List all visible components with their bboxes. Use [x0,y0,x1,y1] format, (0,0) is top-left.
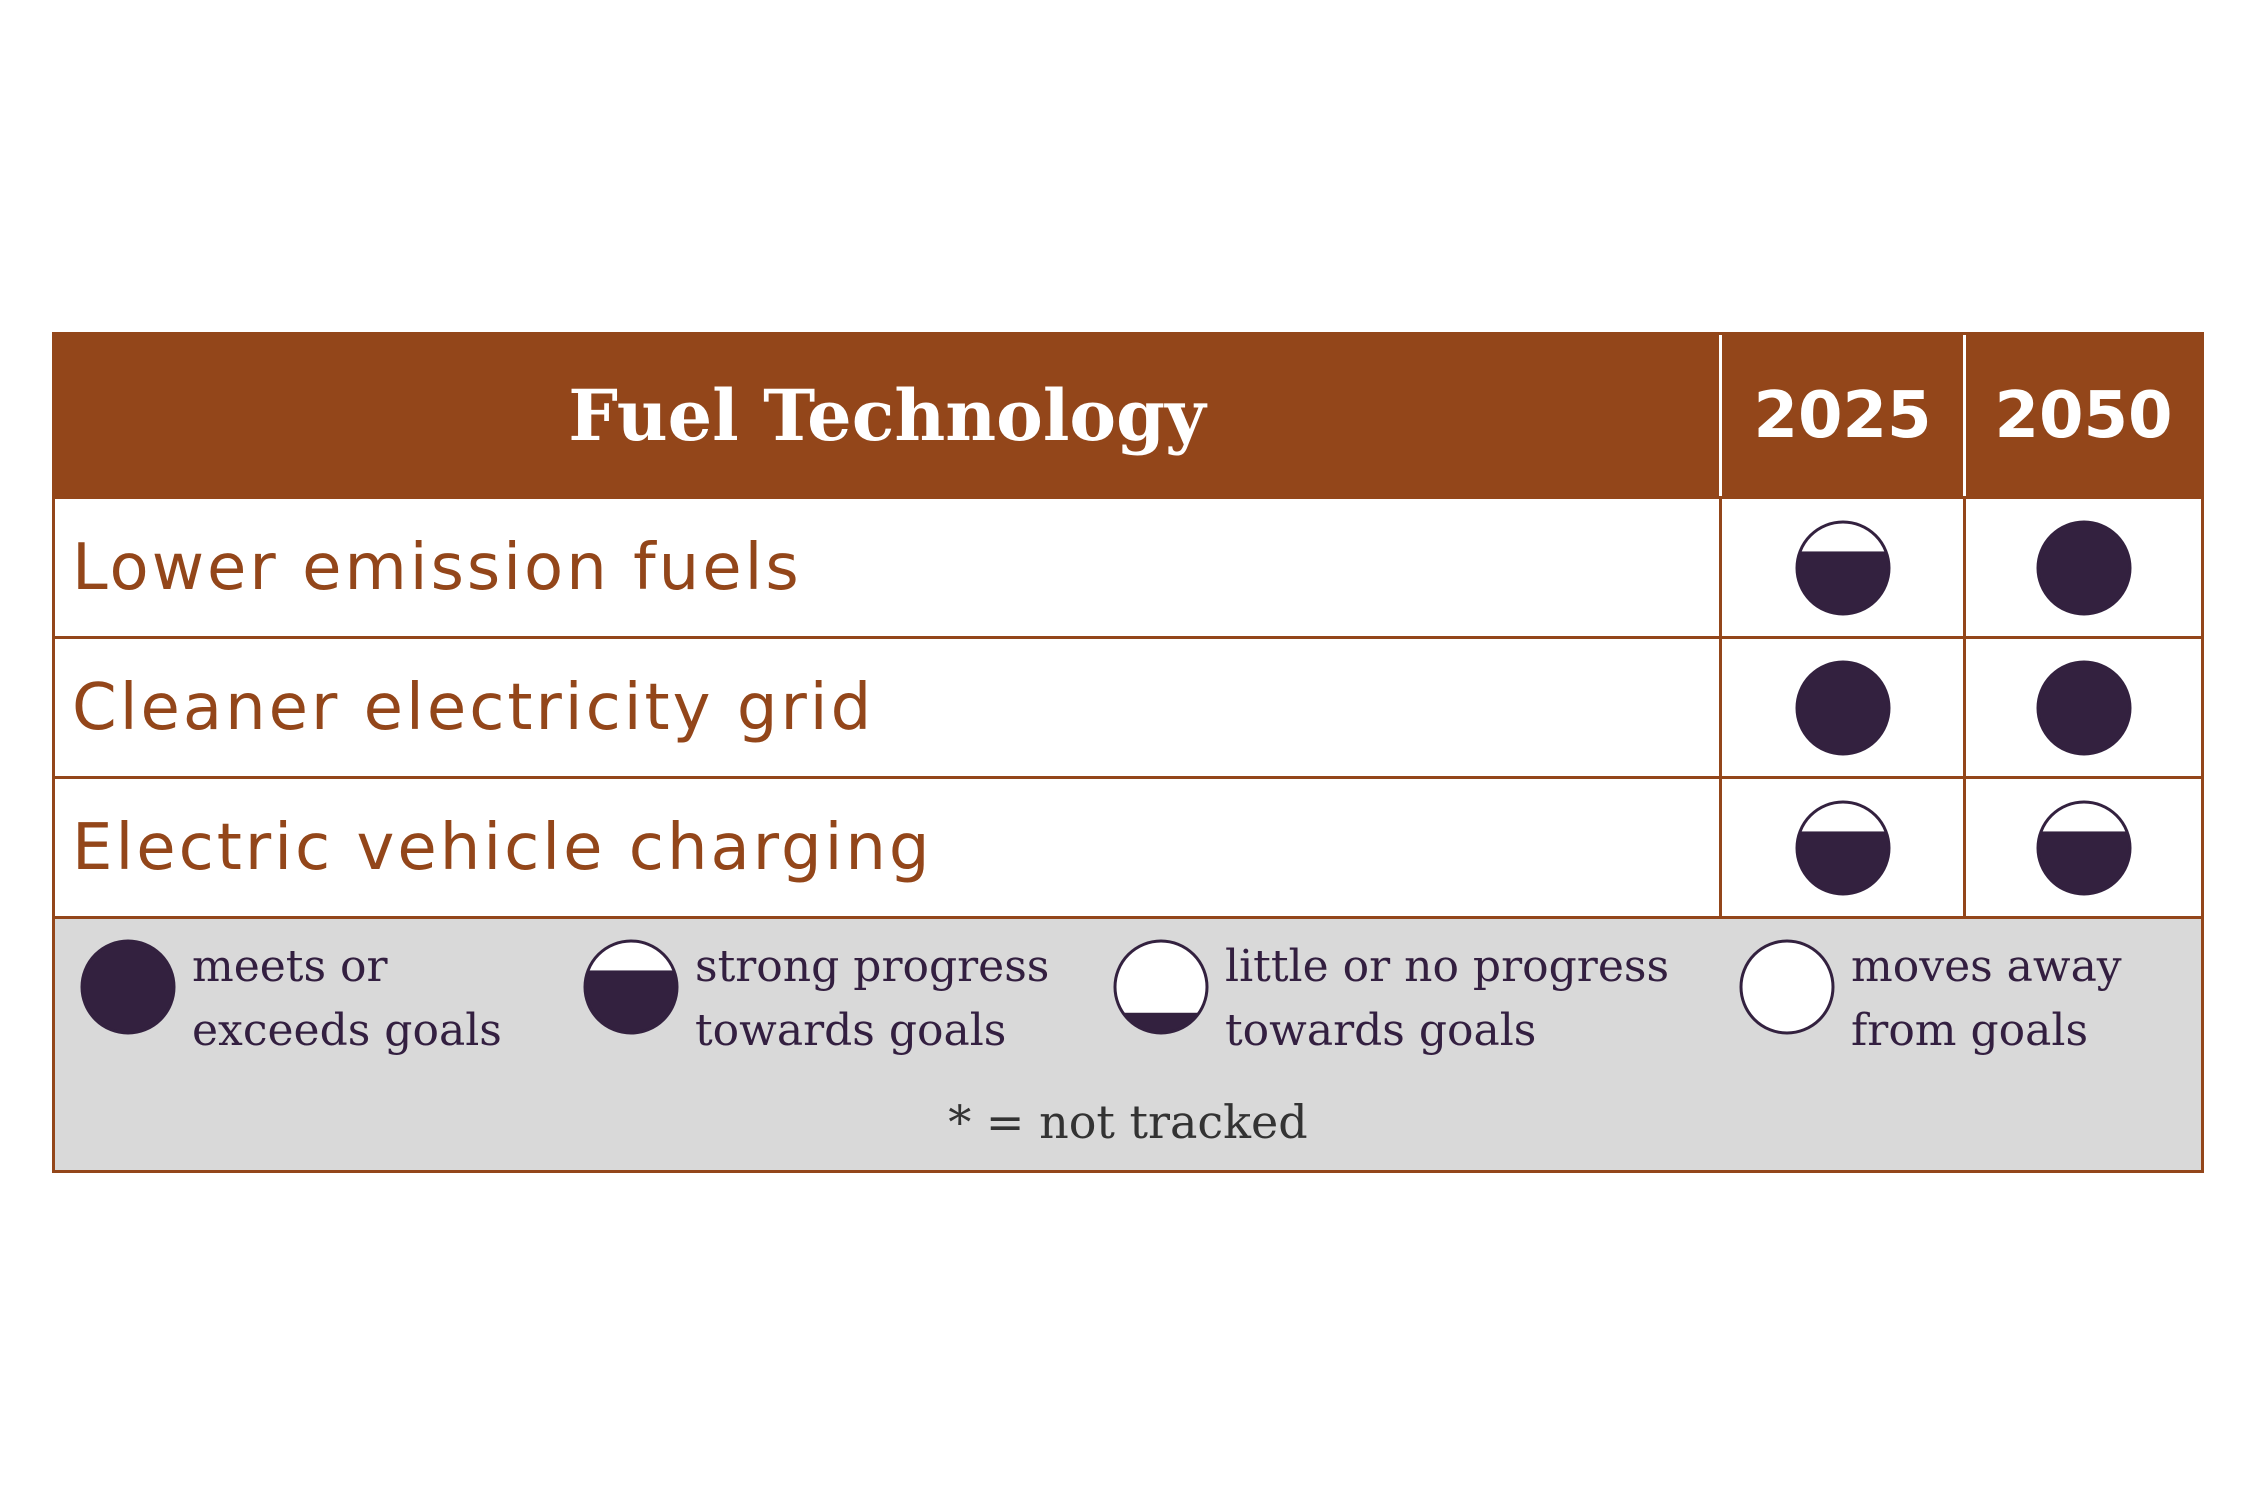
row-label: Cleaner electricity grid [72,670,875,745]
status-cell-2050 [1963,639,2201,776]
table-row-lower-emission-fuels: Lower emission fuels [55,496,2201,636]
table-title: Fuel Technology [568,374,1206,457]
circle-outline [1113,939,1209,1035]
circle-outline [2036,520,2131,615]
legend-line: strong progress [695,941,1050,992]
circle-outline [1795,520,1890,615]
circle-outline [2036,800,2131,895]
circle-fill [2037,661,2130,754]
table-row-electric-vehicle-charging: Electric vehicle charging [55,776,2201,916]
legend-item-meets-or-exceeds: meets or exceeds goals [80,939,502,1063]
legend-label: strong progress towards goals [695,935,1049,1063]
legend-line: exceeds goals [192,1005,502,1056]
circle-fill [1115,1012,1207,1033]
circle-fill [2037,521,2130,614]
status-icon [1795,520,1890,615]
row-label: Electric vehicle charging [72,810,933,885]
row-label-cell: Lower emission fuels [55,499,1719,636]
footnote: * = not tracked [948,1095,1308,1149]
circle-fill [82,941,174,1033]
legend: meets or exceeds goals strong progress t… [55,916,2201,1170]
circle-fill [1796,550,1889,614]
legend-line: from goals [1851,1005,2089,1056]
header-year-2050-cell: 2050 [1963,335,2201,496]
legend-line: towards goals [1225,1005,1537,1056]
row-label: Lower emission fuels [72,530,802,605]
fuel-technology-scorecard: Fuel Technology 2025 2050 Lower emission… [52,332,2204,1173]
legend-line: meets or [192,941,388,992]
status-cell-2050 [1963,499,2201,636]
circle-outline [2036,660,2131,755]
circle-fill [1796,661,1889,754]
legend-line: moves away [1851,941,2122,992]
circle-outline [1739,939,1835,1035]
circle-outline [583,939,679,1035]
status-icon [1795,660,1890,755]
status-cell-2025 [1719,639,1963,776]
status-icon [2036,660,2131,755]
full-circle-icon [80,939,176,1035]
legend-label: little or no progress towards goals [1225,935,1669,1063]
year-2025-label: 2025 [1753,378,1932,453]
mostly-filled-circle-icon [583,939,679,1035]
legend-line: little or no progress [1225,941,1670,992]
legend-line: towards goals [695,1005,1007,1056]
legend-label: moves away from goals [1851,935,2122,1063]
circle-outline [80,939,176,1035]
status-cell-2025 [1719,779,1963,916]
legend-item-little-or-no-progress: little or no progress towards goals [1113,939,1669,1063]
status-cell-2025 [1719,499,1963,636]
circle-fill [1796,830,1889,894]
status-cell-2050 [1963,779,2201,916]
legend-label: meets or exceeds goals [192,935,502,1063]
header-title-cell: Fuel Technology [55,335,1719,496]
circle-fill [585,970,677,1033]
circle-background [1741,941,1833,1033]
header-year-2025-cell: 2025 [1719,335,1963,496]
row-label-cell: Electric vehicle charging [55,779,1719,916]
legend-item-strong-progress: strong progress towards goals [583,939,1049,1063]
slightly-filled-circle-icon [1113,939,1209,1035]
circle-outline [1795,660,1890,755]
circle-outline [1795,800,1890,895]
circle-fill [2037,830,2130,894]
status-icon [1795,800,1890,895]
legend-item-moves-away: moves away from goals [1739,939,2122,1063]
row-label-cell: Cleaner electricity grid [55,639,1719,776]
year-2050-label: 2050 [1994,378,2173,453]
table-header: Fuel Technology 2025 2050 [55,335,2201,496]
table-row-cleaner-electricity-grid: Cleaner electricity grid [55,636,2201,776]
circle-background [1115,941,1207,1033]
empty-circle-icon [1739,939,1835,1035]
status-icon [2036,520,2131,615]
status-icon [2036,800,2131,895]
